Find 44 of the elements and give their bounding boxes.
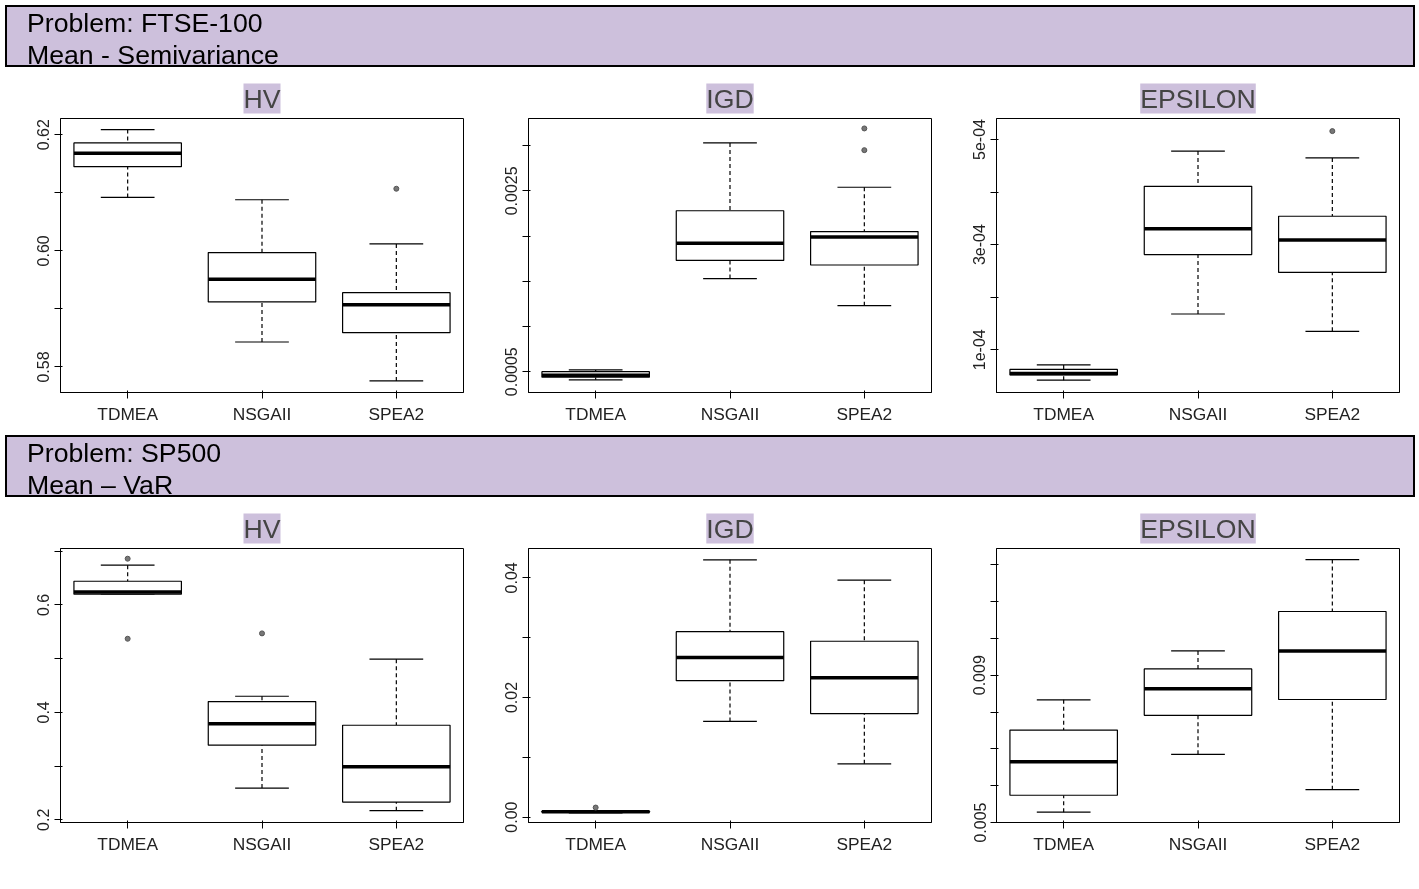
x-tick-label: TDMEA (565, 403, 627, 424)
y-tick-label: 0.6 (35, 593, 53, 617)
y-tick-label: 0.0025 (503, 166, 521, 216)
y-tick-label: 0.58 (35, 351, 53, 383)
y-tick-label: 0.2 (35, 808, 53, 831)
y-tick-label: 0.00 (503, 801, 521, 833)
x-tick-label: NSGAII (1168, 403, 1228, 424)
y-tick-label: 0.4 (35, 701, 53, 724)
x-tick-label: SPEA2 (368, 403, 425, 424)
y-tick-label: 3e-04 (971, 224, 989, 266)
x-tick-label: NSGAII (1168, 833, 1228, 854)
chart-title: HV (243, 513, 281, 544)
chart-title: HV (243, 83, 281, 114)
text: Problem: SP500 (27, 438, 222, 468)
x-tick-label: NSGAII (232, 403, 292, 424)
x-tick-label: SPEA2 (836, 403, 893, 424)
y-tick-label: 0.60 (35, 235, 53, 267)
x-tick-label: TDMEA (1033, 833, 1095, 854)
chart-title: EPSILON (1140, 83, 1256, 114)
text: Problem: FTSE-100 (27, 8, 263, 38)
chart-title: IGD (706, 83, 754, 114)
x-tick-label: SPEA2 (1304, 403, 1361, 424)
x-tick-label: NSGAII (232, 833, 292, 854)
y-tick-label: 0.005 (971, 802, 989, 843)
x-tick-label: SPEA2 (368, 833, 425, 854)
x-tick-label: SPEA2 (1304, 833, 1361, 854)
y-tick-label: 0.02 (503, 681, 521, 714)
chart-title: IGD (706, 513, 754, 544)
y-tick-label: 0.62 (35, 119, 53, 151)
x-tick-label: TDMEA (565, 833, 627, 854)
x-tick-label: SPEA2 (836, 833, 893, 854)
y-tick-label: 5e-04 (971, 118, 989, 160)
x-tick-label: TDMEA (97, 403, 159, 424)
y-tick-label: 0.0005 (503, 347, 521, 397)
x-tick-label: TDMEA (1033, 403, 1095, 424)
x-tick-label: NSGAII (700, 833, 760, 854)
x-tick-label: TDMEA (97, 833, 159, 854)
chart-title: EPSILON (1140, 513, 1256, 544)
y-tick-label: 0.009 (971, 655, 989, 696)
x-tick-label: NSGAII (700, 403, 760, 424)
text: Mean – VaR (27, 470, 174, 500)
y-tick-label: 1e-04 (971, 329, 989, 371)
text: Mean - Semivariance (27, 40, 279, 70)
y-tick-label: 0.04 (503, 562, 521, 594)
